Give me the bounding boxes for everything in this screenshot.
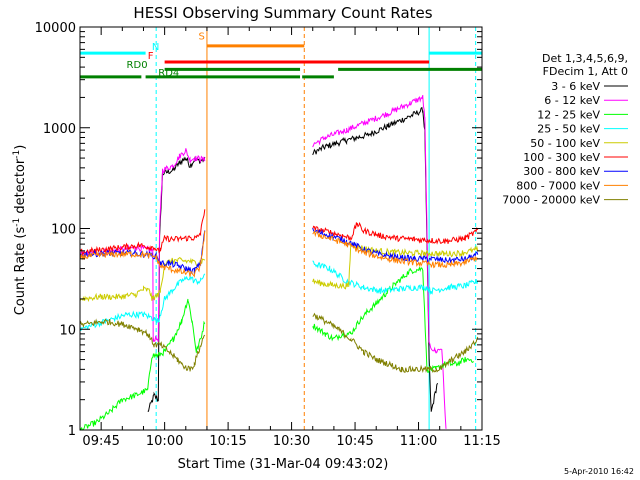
legend-header: FDecim 1, Att 0 (543, 65, 628, 78)
x-tick-label: 10:15 (209, 434, 246, 449)
y-tick-label: 10 (59, 323, 76, 338)
x-tick-label: 10:00 (146, 434, 183, 449)
legend-entry-label: 3 - 6 keV (551, 80, 600, 93)
y-tick-label: 1000 (43, 122, 76, 137)
legend-entry-label: 12 - 25 keV (537, 108, 600, 121)
series-line-8 (79, 312, 479, 374)
y-axis-ticks: 1 10 100 1000 10000 (35, 21, 482, 439)
x-tick-label: 10:45 (336, 434, 373, 449)
series-lines (79, 94, 479, 431)
x-tick-label: 10:30 (273, 434, 310, 449)
legend-entry-label: 300 - 800 keV (523, 165, 600, 178)
legend-entry-label: 25 - 50 keV (537, 123, 600, 136)
legend-entry-label: 6 - 12 keV (544, 94, 600, 107)
flag-label-f: F (148, 51, 154, 62)
y-tick-label: 1 (68, 424, 76, 439)
y-tick-label: 100 (51, 223, 76, 238)
flag-label-s: S (198, 32, 204, 43)
series-line-7 (79, 229, 479, 278)
series-line-3 (79, 260, 479, 332)
date-stamp: 5-Apr-2010 16:42 (564, 467, 634, 476)
flag-label-rd4: RD4 (158, 68, 179, 79)
y-axis-label: Count Rate (s-1 detector-1) (12, 145, 28, 316)
legend-entry-label: 7000 - 20000 keV (502, 194, 600, 207)
legend: Det 1,3,4,5,6,9,FDecim 1, Att 0 3 - 6 keV… (502, 52, 628, 207)
y-tick-label: 10000 (35, 21, 76, 36)
x-axis-label: Start Time (31-Mar-04 09:43:02) (178, 457, 389, 472)
legend-entry-label: 800 - 7000 keV (516, 179, 600, 192)
legend-header: Det 1,3,4,5,6,9, (542, 52, 628, 65)
x-axis-ticks: 09:45 10:00 10:15 10:30 10:45 11:00 11:15 (82, 27, 501, 449)
legend-entry-label: 50 - 100 keV (530, 137, 600, 150)
series-line-4 (79, 241, 479, 302)
x-tick-label: 11:00 (400, 434, 437, 449)
x-tick-label: 09:45 (82, 434, 119, 449)
chart-title: HESSI Observing Summary Count Rates (133, 4, 432, 22)
legend-entry-label: 100 - 300 keV (523, 151, 600, 164)
x-tick-label: 11:15 (463, 434, 500, 449)
flag-label-n: N (152, 42, 159, 53)
flag-label-rd0: RD0 (127, 60, 148, 71)
